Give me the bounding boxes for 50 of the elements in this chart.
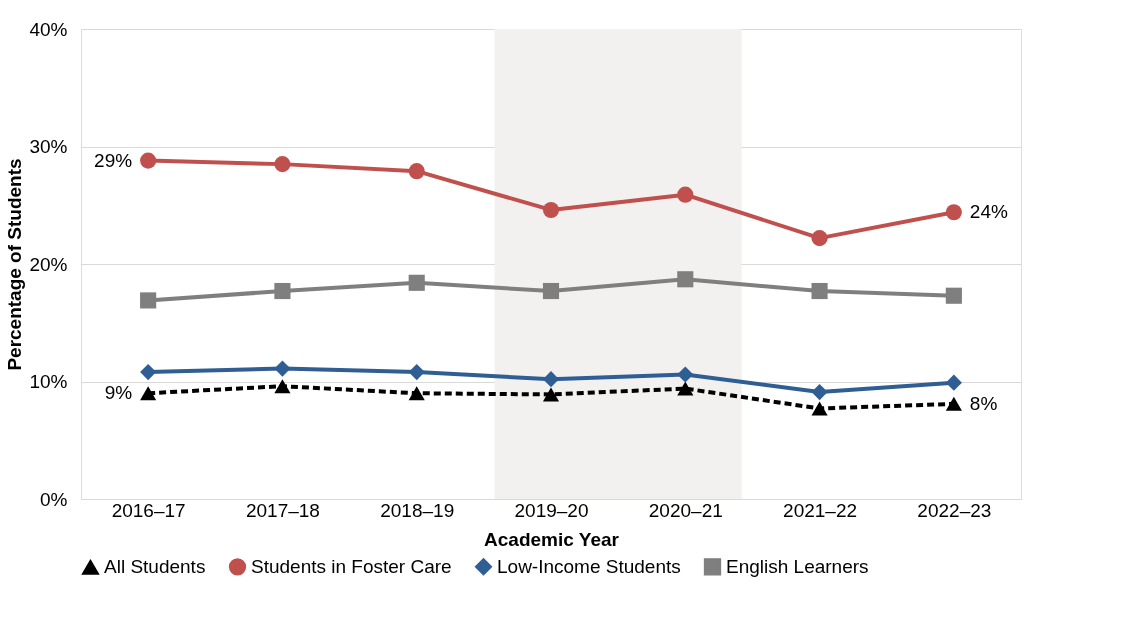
x-tick-label: 2017–18 (245, 499, 320, 521)
point (408, 364, 425, 381)
point (811, 282, 828, 300)
point (811, 230, 828, 247)
point (945, 374, 962, 391)
x-tick-label: 2018–19 (380, 499, 455, 521)
point (140, 152, 157, 169)
y-tick-label: 20% (29, 253, 68, 275)
point (542, 201, 560, 218)
data-label: 29% (94, 149, 133, 171)
point (677, 366, 694, 383)
point (140, 364, 157, 381)
point (945, 396, 962, 411)
legend-label: Low-Income Students (497, 555, 681, 577)
y-tick-label: 0% (40, 488, 68, 510)
y-axis-title: Percentage of Students (4, 158, 26, 371)
point (811, 401, 828, 416)
x-tick-label: 2020–21 (648, 499, 723, 521)
legend-label: All Students (104, 556, 206, 578)
point (542, 387, 560, 402)
point (945, 287, 962, 304)
x-tick-label: 2016–17 (111, 499, 186, 521)
x-tick-label: 2021–22 (783, 499, 858, 521)
x-axis-title: Academic Year (484, 528, 620, 550)
legend-label: English Learners (726, 555, 869, 577)
point (945, 204, 962, 221)
y-tick-label: 40% (29, 18, 68, 40)
x-tick-label: 2022–23 (917, 499, 992, 521)
point (677, 271, 694, 288)
point (408, 386, 425, 401)
data-label: 9% (104, 382, 133, 404)
y-tick-label: 30% (29, 136, 68, 157)
point (274, 156, 291, 173)
x-tick-label: 2019–20 (514, 499, 589, 521)
point (274, 282, 291, 300)
point (542, 371, 560, 388)
point (677, 381, 694, 396)
point (408, 163, 425, 180)
y-tick-label: 10% (29, 371, 68, 392)
point (274, 379, 291, 394)
point (140, 292, 157, 309)
point (140, 386, 157, 401)
legend-label: Students in Foster Care (251, 555, 452, 577)
point (274, 360, 291, 377)
point (542, 282, 560, 300)
point (677, 186, 694, 203)
data-label: 24% (969, 201, 1008, 223)
point (408, 274, 425, 291)
data-label: 8% (969, 392, 998, 414)
point (811, 384, 828, 401)
